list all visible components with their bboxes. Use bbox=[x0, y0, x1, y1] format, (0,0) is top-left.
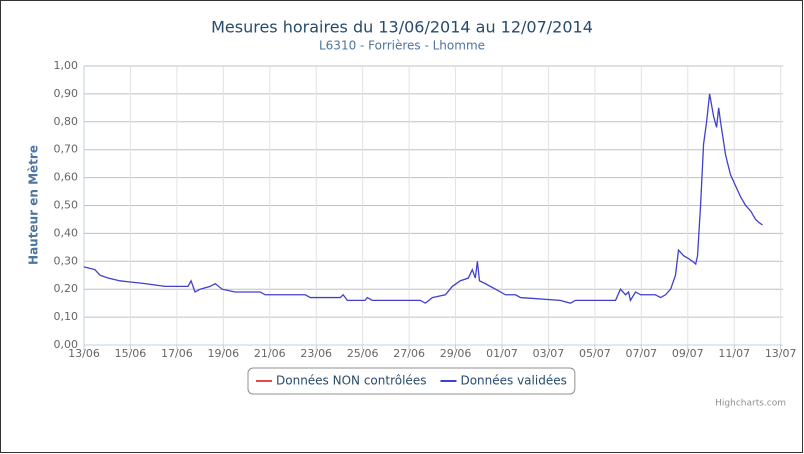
credits[interactable]: Highcharts.com bbox=[715, 399, 786, 409]
x-tick-label: 09/07 bbox=[672, 347, 704, 360]
chart-subtitle: L6310 - Forrières - Lhomme bbox=[319, 39, 485, 53]
x-tick-label: 13/07 bbox=[765, 347, 797, 360]
x-tick-label: 11/07 bbox=[718, 347, 750, 360]
x-tick-label: 01/07 bbox=[486, 347, 518, 360]
legend-item[interactable]: Données validées bbox=[440, 374, 567, 388]
y-tick-label: 0,50 bbox=[54, 199, 79, 212]
x-tick-label: 03/07 bbox=[533, 347, 565, 360]
x-tick-label: 15/06 bbox=[115, 347, 147, 360]
x-tick-label: 27/06 bbox=[393, 347, 425, 360]
y-tick-label: 0,20 bbox=[54, 282, 79, 295]
x-tick-label: 25/06 bbox=[347, 347, 379, 360]
legend-box bbox=[247, 367, 576, 395]
y-axis-title: Hauteur en Mètre bbox=[27, 145, 41, 265]
y-tick-label: 0,90 bbox=[54, 87, 79, 100]
y-tick-label: 0,40 bbox=[54, 226, 79, 239]
x-tick-label: 07/07 bbox=[625, 347, 657, 360]
y-tick-label: 0,80 bbox=[54, 115, 79, 128]
y-tick-label: 0,60 bbox=[54, 171, 79, 184]
legend-item[interactable]: Données NON contrôlées bbox=[256, 374, 426, 388]
y-tick-label: 0,30 bbox=[54, 254, 79, 267]
legend: Données NON contrôlées Données validées bbox=[247, 367, 576, 395]
y-tick-label: 0,10 bbox=[54, 310, 79, 323]
x-tick-label: 19/06 bbox=[207, 347, 239, 360]
chart-title: Mesures horaires du 13/06/2014 au 12/07/… bbox=[211, 18, 593, 37]
legend-label: Données NON contrôlées bbox=[276, 374, 426, 388]
x-tick-label: 05/07 bbox=[579, 347, 611, 360]
x-tick-label: 21/06 bbox=[254, 347, 286, 360]
y-tick-label: 0,70 bbox=[54, 143, 79, 156]
x-tick-label: 23/06 bbox=[300, 347, 332, 360]
x-tick-label: 29/06 bbox=[440, 347, 472, 360]
y-tick-label: 0,00 bbox=[54, 338, 79, 351]
data-line bbox=[83, 93, 763, 304]
x-tick-label: 13/06 bbox=[68, 347, 100, 360]
y-tick-label: 1,00 bbox=[54, 59, 79, 72]
legend-label: Données validées bbox=[460, 374, 566, 388]
x-tick-label: 17/06 bbox=[161, 347, 193, 360]
